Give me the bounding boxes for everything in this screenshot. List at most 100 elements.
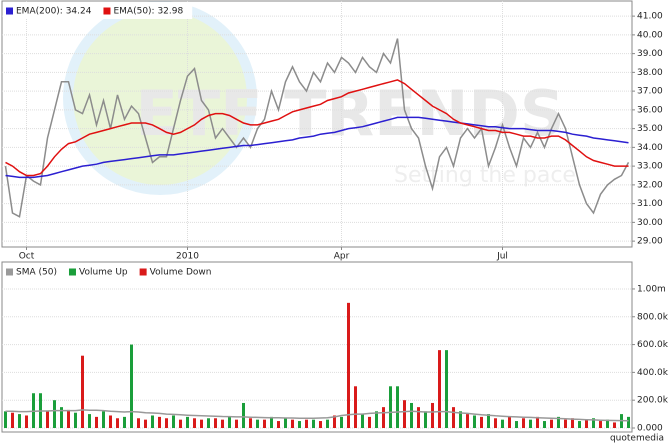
legend-label: EMA(200): 34.24 [16,7,92,17]
legend-label: Volume Down [150,268,212,278]
volume-bar [529,419,532,428]
volume-bar [235,419,238,428]
volume-bar [375,411,378,428]
volume-bar [354,386,357,428]
volume-bar [403,400,406,428]
series-line [5,116,629,179]
volume-bar [130,344,133,428]
volume-bar [396,386,399,428]
y-tick-label: 39.00 [637,49,663,59]
volume-bar [249,418,252,428]
volume-bar [368,416,371,428]
volume-bar [221,419,224,428]
volume-bar [487,414,490,428]
y-tick-label: 31.00 [637,199,663,209]
x-tick-label: Oct [19,252,35,262]
volume-bar [361,414,364,428]
volume-bar [88,414,91,428]
volume-bar [459,411,462,428]
y-tick-label: 33.00 [637,162,663,172]
volume-bar [186,416,189,428]
volume-bar [508,416,511,428]
volume-bar [172,415,175,428]
series-line [5,409,629,422]
volume-bar [256,419,259,428]
volume-bar [452,407,455,428]
legend-box [3,263,221,280]
volume-bar [501,419,504,428]
x-tick-label: Apr [334,252,350,262]
volume-bar [298,421,301,428]
volume-bar [340,416,343,428]
volume-bar [557,416,560,428]
legend-swatch [103,7,111,15]
volume-bar [277,421,280,428]
plot-frame [1,0,633,248]
legend-swatch [6,268,13,276]
volume-bar [522,418,525,428]
volume-bar [53,400,56,428]
y-tick-label: 800.0k [637,312,668,322]
volume-bar [389,386,392,428]
volume-bar [305,419,308,428]
volume-bar [137,418,140,428]
volume-bar [165,418,168,428]
volume-bar [116,418,119,428]
panels: 29.00 30.00 31.00 32.00 33.00 34.00 35.00 36.00… [1,0,668,434]
volume-bar [11,412,14,428]
volume-bar [438,350,441,428]
volume-bar [564,419,567,428]
volume-bar [417,407,420,428]
y-tick-label: 600.0k [637,340,668,350]
legend-box [3,2,193,19]
legend-label: Volume Up [79,268,128,278]
volume-bar [18,414,21,428]
y-tick-label: 400.0k [637,368,668,378]
volume-bar [60,407,63,428]
volume-bar [214,418,217,428]
volume-bar [109,415,112,428]
legend-swatch [139,268,147,276]
volume-bar [123,416,126,428]
volume-bar [515,421,518,428]
volume-bar [536,416,539,428]
volume-bar [228,416,231,428]
y-tick-label: 1.00m [637,284,666,294]
volume-bar [543,421,546,428]
volume-bar [179,419,182,428]
volume-bar [46,411,49,428]
volume-bar [102,411,105,428]
volume-bar [333,415,336,428]
volume-bar [613,422,616,428]
volume-bar [382,407,385,428]
volume-bar [4,411,7,428]
volume-bar [466,414,469,428]
volume-bar [606,419,609,428]
watermark-tagline: Setting the pace [394,163,576,188]
y-tick-label: 32.00 [637,180,663,190]
legend-swatch [6,7,13,15]
branding: quotemedia [610,434,664,444]
volume-bar [242,402,245,428]
y-tick-label: 29.00 [637,237,663,247]
volume-bar [431,402,434,428]
volume-bar [284,418,287,428]
volume-bar [263,419,266,428]
volume-bar [473,415,476,428]
volume-bar [312,419,315,428]
watermark-title: ETF TRENDS [136,77,565,150]
volume-bar [158,416,161,428]
volume-bar [270,416,273,428]
volume-bar [67,409,70,428]
y-tick-label: 30.00 [637,218,663,228]
y-tick-label: 200.0k [637,396,668,406]
legend-label: SMA (50) [16,268,57,278]
volume-bar [207,418,210,428]
volume-bar [25,415,28,428]
y-tick-label: 37.00 [637,87,663,97]
volume-bar [326,419,329,428]
volume-bar [494,418,497,428]
plot-frame [1,261,633,433]
volume-bar [592,418,595,428]
volume-bar [571,418,574,428]
